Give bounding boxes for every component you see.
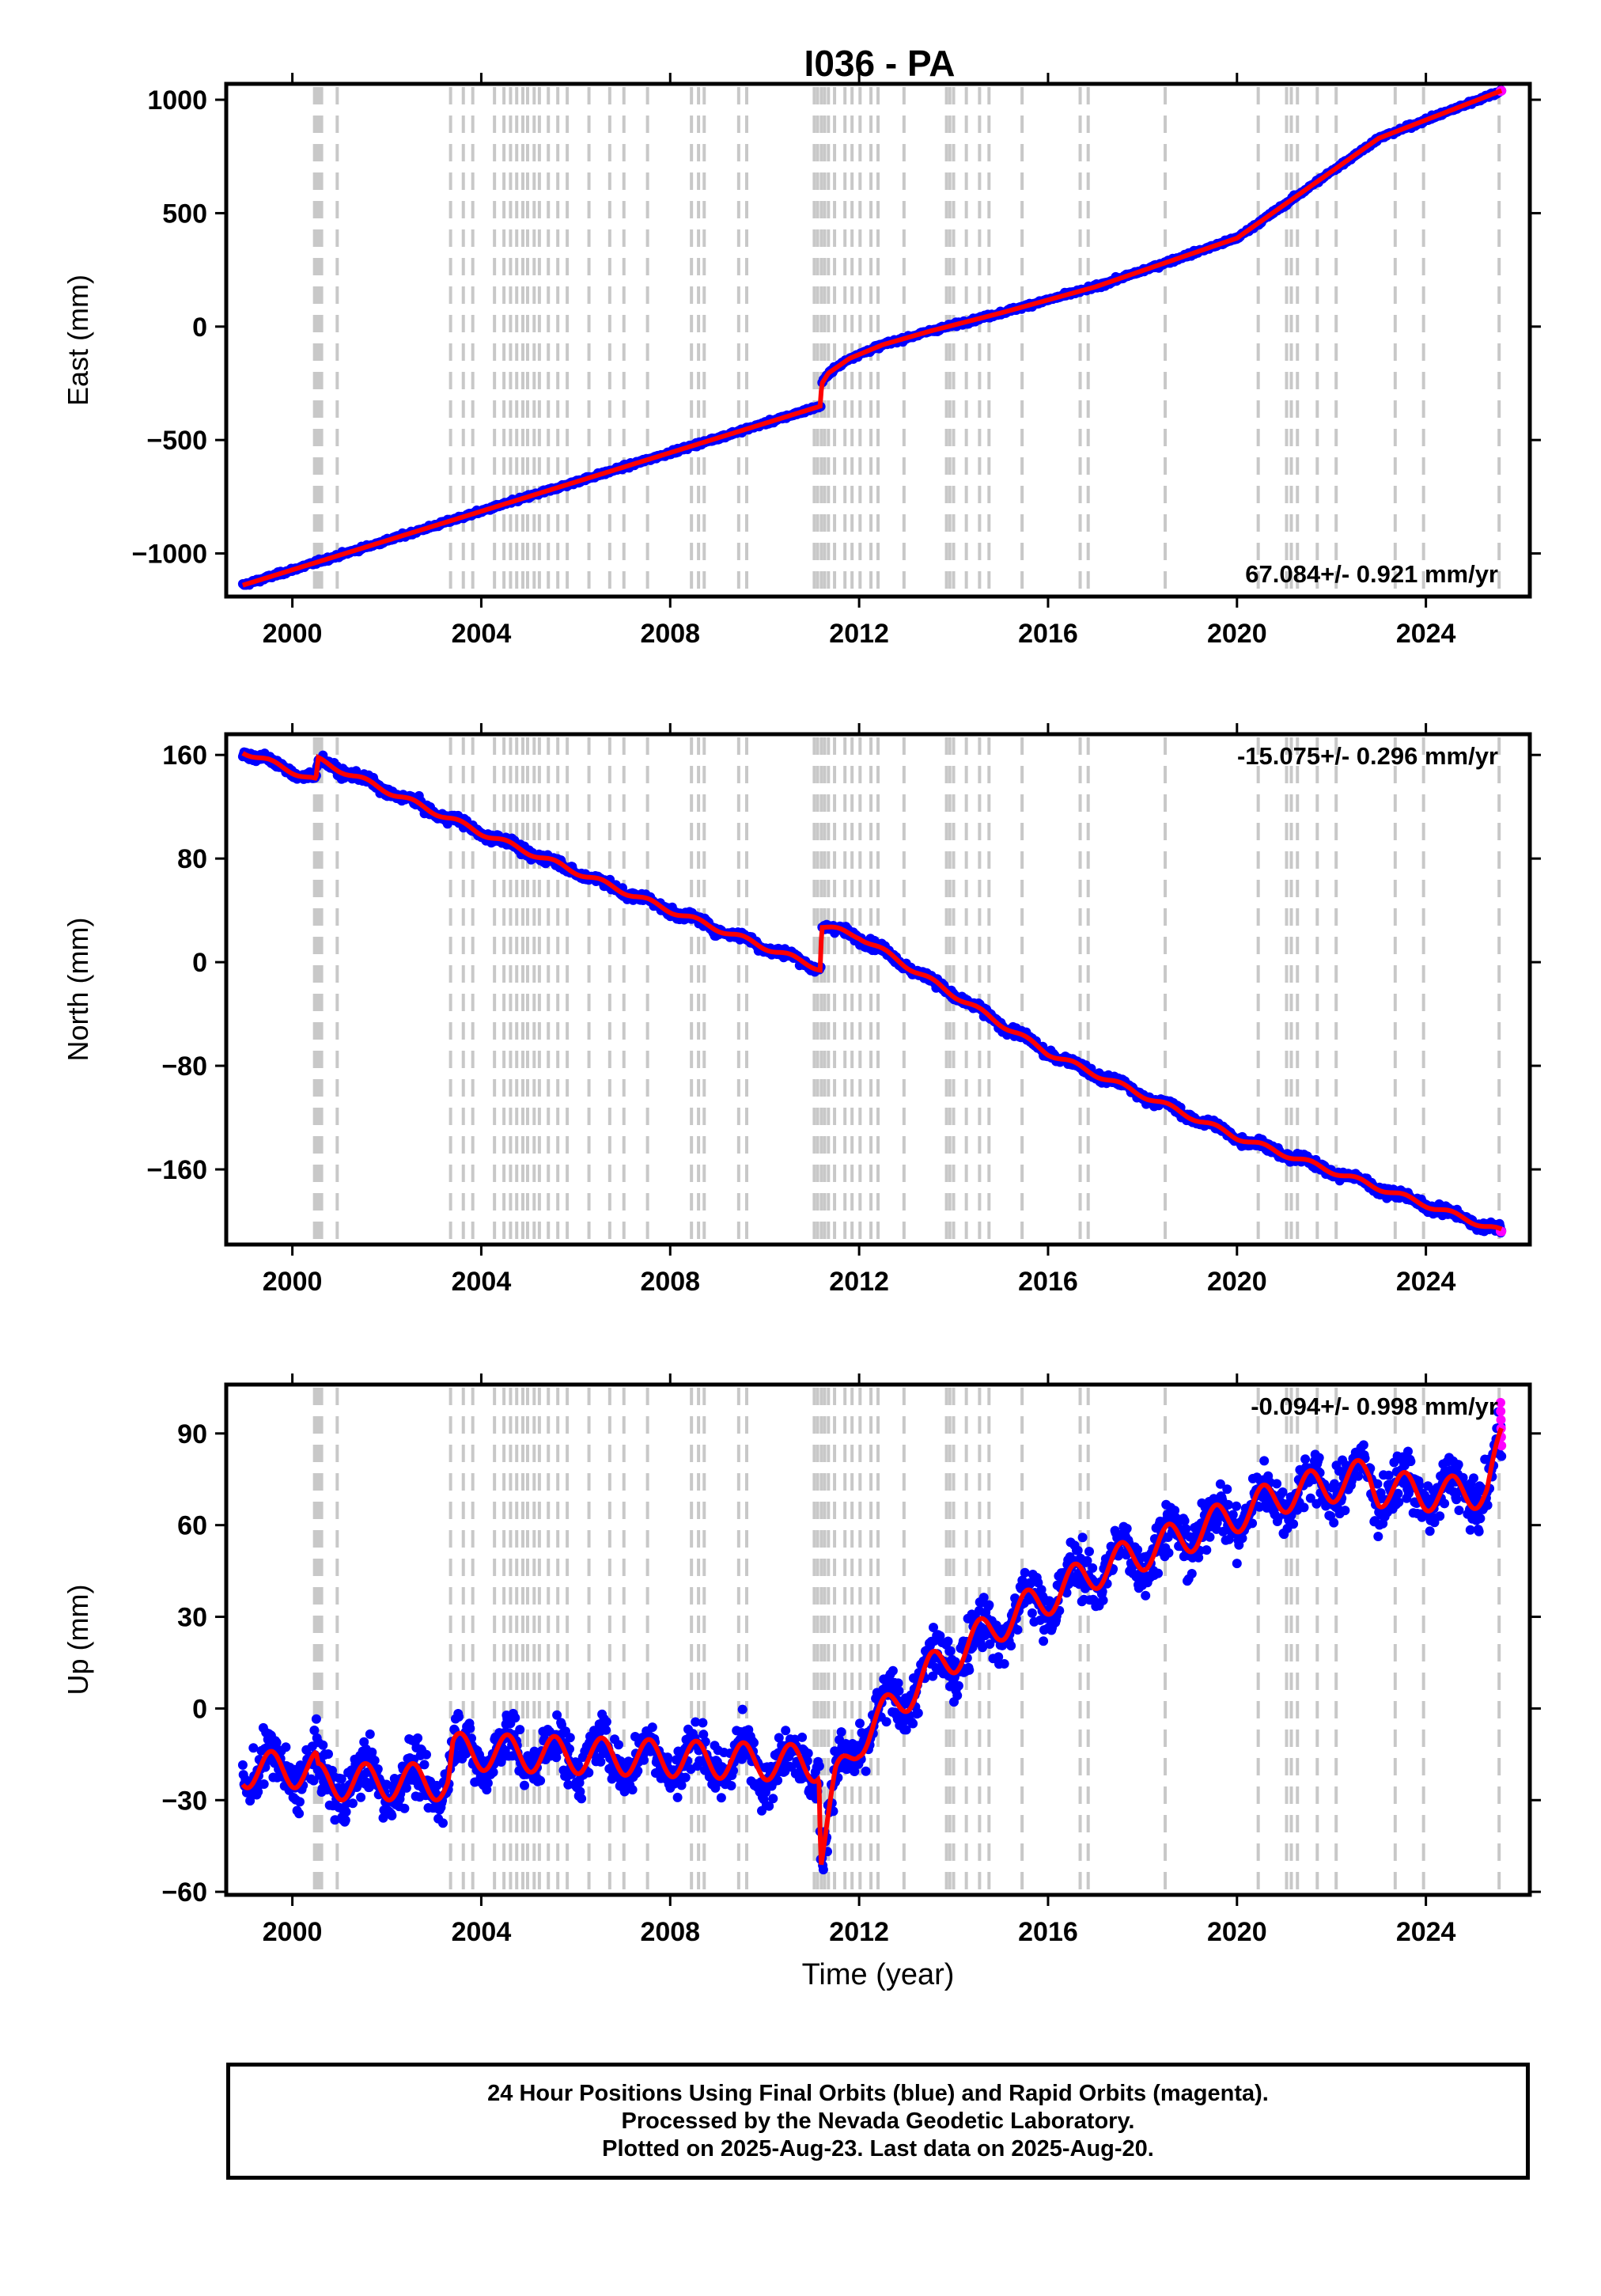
x-tick-label: 2000 xyxy=(263,619,323,649)
model-curve xyxy=(242,88,1503,588)
final-orbit-point xyxy=(577,1794,587,1804)
final-orbit-point xyxy=(536,1775,546,1786)
final-orbit-point xyxy=(680,1772,691,1783)
final-orbit-point xyxy=(768,1794,778,1804)
x-tick-label: 2016 xyxy=(1018,619,1078,649)
final-orbit-point xyxy=(803,1749,813,1759)
x-tick-label: 2012 xyxy=(829,1267,889,1297)
final-orbit-point xyxy=(814,1761,824,1771)
final-orbit-point xyxy=(422,1749,431,1760)
final-orbit-point xyxy=(340,1815,350,1825)
final-orbit-point xyxy=(311,1714,321,1724)
final-orbit-point xyxy=(698,1718,708,1728)
final-orbit-point xyxy=(399,1803,410,1813)
final-orbit-point xyxy=(419,1760,430,1770)
y-tick-label: 80 xyxy=(177,844,207,874)
final-orbit-point xyxy=(601,1717,611,1727)
final-orbit-point xyxy=(515,1725,525,1735)
x-tick-label: 2008 xyxy=(640,619,700,649)
final-orbit-point xyxy=(438,1818,448,1828)
north-panel: 160 80 0 −80 −160 2000 2004 2008 2012 2016 2020 202… xyxy=(62,723,1541,1297)
final-orbit-point xyxy=(596,1756,606,1767)
x-tick-label: 2016 xyxy=(1018,1267,1078,1297)
final-orbit-point xyxy=(259,1779,269,1789)
x-tick-label: 2012 xyxy=(829,619,889,649)
final-orbit-point xyxy=(520,1780,529,1790)
final-orbit-point xyxy=(318,1740,328,1750)
y-tick-label: 500 xyxy=(162,199,207,229)
x-tick-label: 2024 xyxy=(1396,619,1456,649)
final-orbit-point xyxy=(454,1711,464,1722)
final-orbit-point xyxy=(367,1747,377,1757)
final-orbit-point xyxy=(413,1733,423,1743)
final-orbit-point xyxy=(638,1755,649,1765)
plot-frame xyxy=(224,81,1532,599)
x-tick-label: 2020 xyxy=(1207,619,1267,649)
final-orbit-point xyxy=(781,1726,791,1736)
x-tick-label: 2008 xyxy=(640,1267,700,1297)
x-tick-label: 2004 xyxy=(452,1267,512,1297)
y-tick-label: −1000 xyxy=(132,540,208,570)
final-orbit-point xyxy=(295,1797,305,1807)
y-tick-label: −160 xyxy=(146,1155,207,1185)
final-orbit-point xyxy=(716,1793,726,1803)
final-orbit-point xyxy=(281,1742,291,1752)
final-orbit-point xyxy=(672,1792,683,1802)
final-orbit-point xyxy=(237,1760,248,1770)
final-orbit-point xyxy=(797,1732,808,1742)
final-orbit-point xyxy=(818,1865,828,1875)
y-tick-label: 0 xyxy=(192,948,207,978)
final-orbit-point xyxy=(341,1807,351,1817)
y-axis-label: East (mm) xyxy=(62,275,94,406)
final-orbit-point xyxy=(365,1729,375,1739)
y-axis-label: North (mm) xyxy=(62,918,94,1062)
final-orbit-point xyxy=(737,1704,748,1714)
final-orbit-point xyxy=(401,1783,411,1793)
x-tick-label: 2004 xyxy=(452,619,512,649)
y-tick-label: 160 xyxy=(162,741,207,771)
final-orbit-point xyxy=(369,1756,380,1766)
final-orbit-point xyxy=(836,1727,846,1737)
final-orbit-point xyxy=(773,1775,783,1786)
final-orbit-point xyxy=(601,1725,611,1735)
final-orbit-point xyxy=(348,1798,358,1809)
final-orbit-point xyxy=(356,1792,366,1802)
final-orbit-point xyxy=(294,1809,305,1819)
y-tick-label: 1000 xyxy=(147,85,207,116)
final-orbit-point xyxy=(483,1778,493,1788)
final-orbit-point xyxy=(565,1733,575,1743)
rate-annotation: 67.084+/- 0.921 mm/yr xyxy=(1245,560,1498,588)
x-tick-label: 2020 xyxy=(1207,1267,1267,1297)
final-orbit-point xyxy=(387,1810,397,1821)
final-orbit-point xyxy=(465,1723,475,1733)
final-orbit-point xyxy=(726,1781,736,1790)
final-orbit-point xyxy=(647,1722,657,1733)
final-orbit-point xyxy=(510,1713,520,1723)
final-orbit-point xyxy=(324,1749,333,1759)
rate-annotation: -15.075+/- 0.296 mm/yr xyxy=(1237,742,1498,770)
final-orbit-point xyxy=(614,1740,623,1750)
y-tick-label: −500 xyxy=(146,426,207,456)
plot-title: I036 - PA xyxy=(804,43,956,84)
east-panel: 1000 500 0 −500 −1000 2000 2004 2008 2012 2016 202… xyxy=(62,73,1541,649)
y-tick-label: 0 xyxy=(192,313,207,343)
y-tick-label: −80 xyxy=(161,1051,207,1082)
final-orbit-point xyxy=(627,1785,638,1795)
x-tick-label: 2024 xyxy=(1396,1267,1456,1297)
x-tick-label: 2000 xyxy=(263,1267,323,1297)
